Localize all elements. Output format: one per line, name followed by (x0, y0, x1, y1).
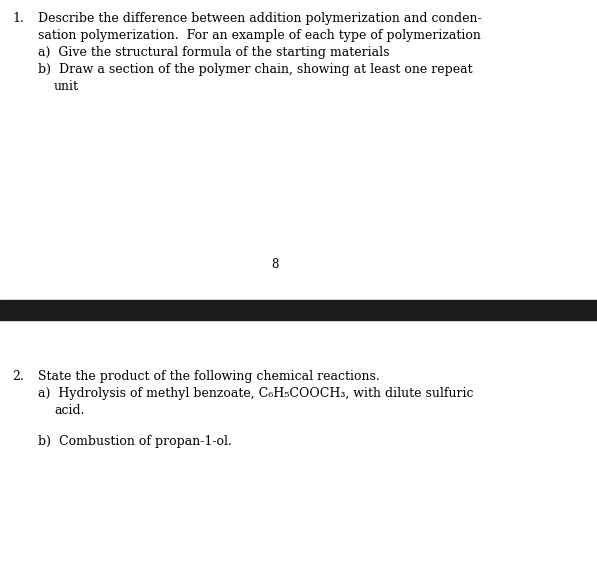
Text: b)  Combustion of propan-1-ol.: b) Combustion of propan-1-ol. (38, 435, 232, 448)
Text: State the product of the following chemical reactions.: State the product of the following chemi… (38, 370, 380, 383)
Text: a)  Give the structural formula of the starting materials: a) Give the structural formula of the st… (38, 46, 389, 59)
Text: unit: unit (54, 80, 79, 93)
Bar (0, 300, 597, 320)
Text: Describe the difference between addition polymerization and conden-: Describe the difference between addition… (38, 12, 482, 25)
Text: 8: 8 (271, 258, 279, 271)
Text: b)  Draw a section of the polymer chain, showing at least one repeat: b) Draw a section of the polymer chain, … (38, 63, 473, 76)
Text: 2.: 2. (12, 370, 24, 383)
Text: acid.: acid. (54, 404, 85, 417)
Text: sation polymerization.  For an example of each type of polymerization: sation polymerization. For an example of… (38, 29, 481, 42)
Text: 1.: 1. (12, 12, 24, 25)
Text: a)  Hydrolysis of methyl benzoate, C₆H₅COOCH₃, with dilute sulfuric: a) Hydrolysis of methyl benzoate, C₆H₅CO… (38, 387, 473, 400)
